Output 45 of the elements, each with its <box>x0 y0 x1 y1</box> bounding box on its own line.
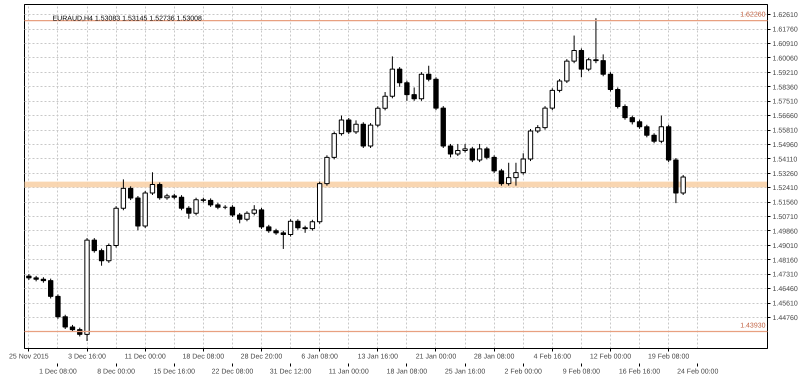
candlestick <box>55 294 61 320</box>
candlestick <box>353 120 359 134</box>
candlestick <box>506 162 512 186</box>
candlestick <box>150 172 156 196</box>
candlestick <box>332 131 337 160</box>
candlestick <box>600 54 606 77</box>
candlestick <box>186 206 192 220</box>
candlestick <box>556 78 562 93</box>
candlestick <box>338 115 344 136</box>
candlestick <box>644 124 650 138</box>
candlestick <box>542 106 548 130</box>
candlestick <box>244 210 250 222</box>
candlestick <box>48 278 54 299</box>
candlestick <box>128 186 134 201</box>
candlestick <box>346 117 352 134</box>
candlestick <box>106 243 112 264</box>
candlestick <box>564 58 570 84</box>
candlestick <box>550 88 555 111</box>
candlestick <box>375 106 381 128</box>
candlestick <box>608 72 614 92</box>
candlestick <box>280 230 286 250</box>
candlestick <box>455 143 460 156</box>
candlestick <box>252 204 257 216</box>
candlestick <box>470 146 476 163</box>
candlestick <box>498 168 504 186</box>
candlestick <box>237 212 242 224</box>
candlestick <box>360 122 366 149</box>
candlestick <box>411 86 417 102</box>
candlestick <box>157 182 162 200</box>
candlestick <box>513 162 519 186</box>
candlestick <box>230 204 236 218</box>
candlestick <box>92 238 97 254</box>
candlestick <box>368 122 374 149</box>
candlestick <box>636 119 642 130</box>
candlestick <box>680 174 686 196</box>
candlestick <box>520 152 526 176</box>
candlestick <box>98 248 104 266</box>
candlestick <box>491 154 497 174</box>
candlestick <box>258 207 264 230</box>
candlestick <box>178 194 184 211</box>
candlestick <box>62 314 68 330</box>
candlestick <box>622 104 628 120</box>
candlestick <box>448 143 454 158</box>
candlestick <box>426 65 432 82</box>
candlestick <box>615 86 620 109</box>
